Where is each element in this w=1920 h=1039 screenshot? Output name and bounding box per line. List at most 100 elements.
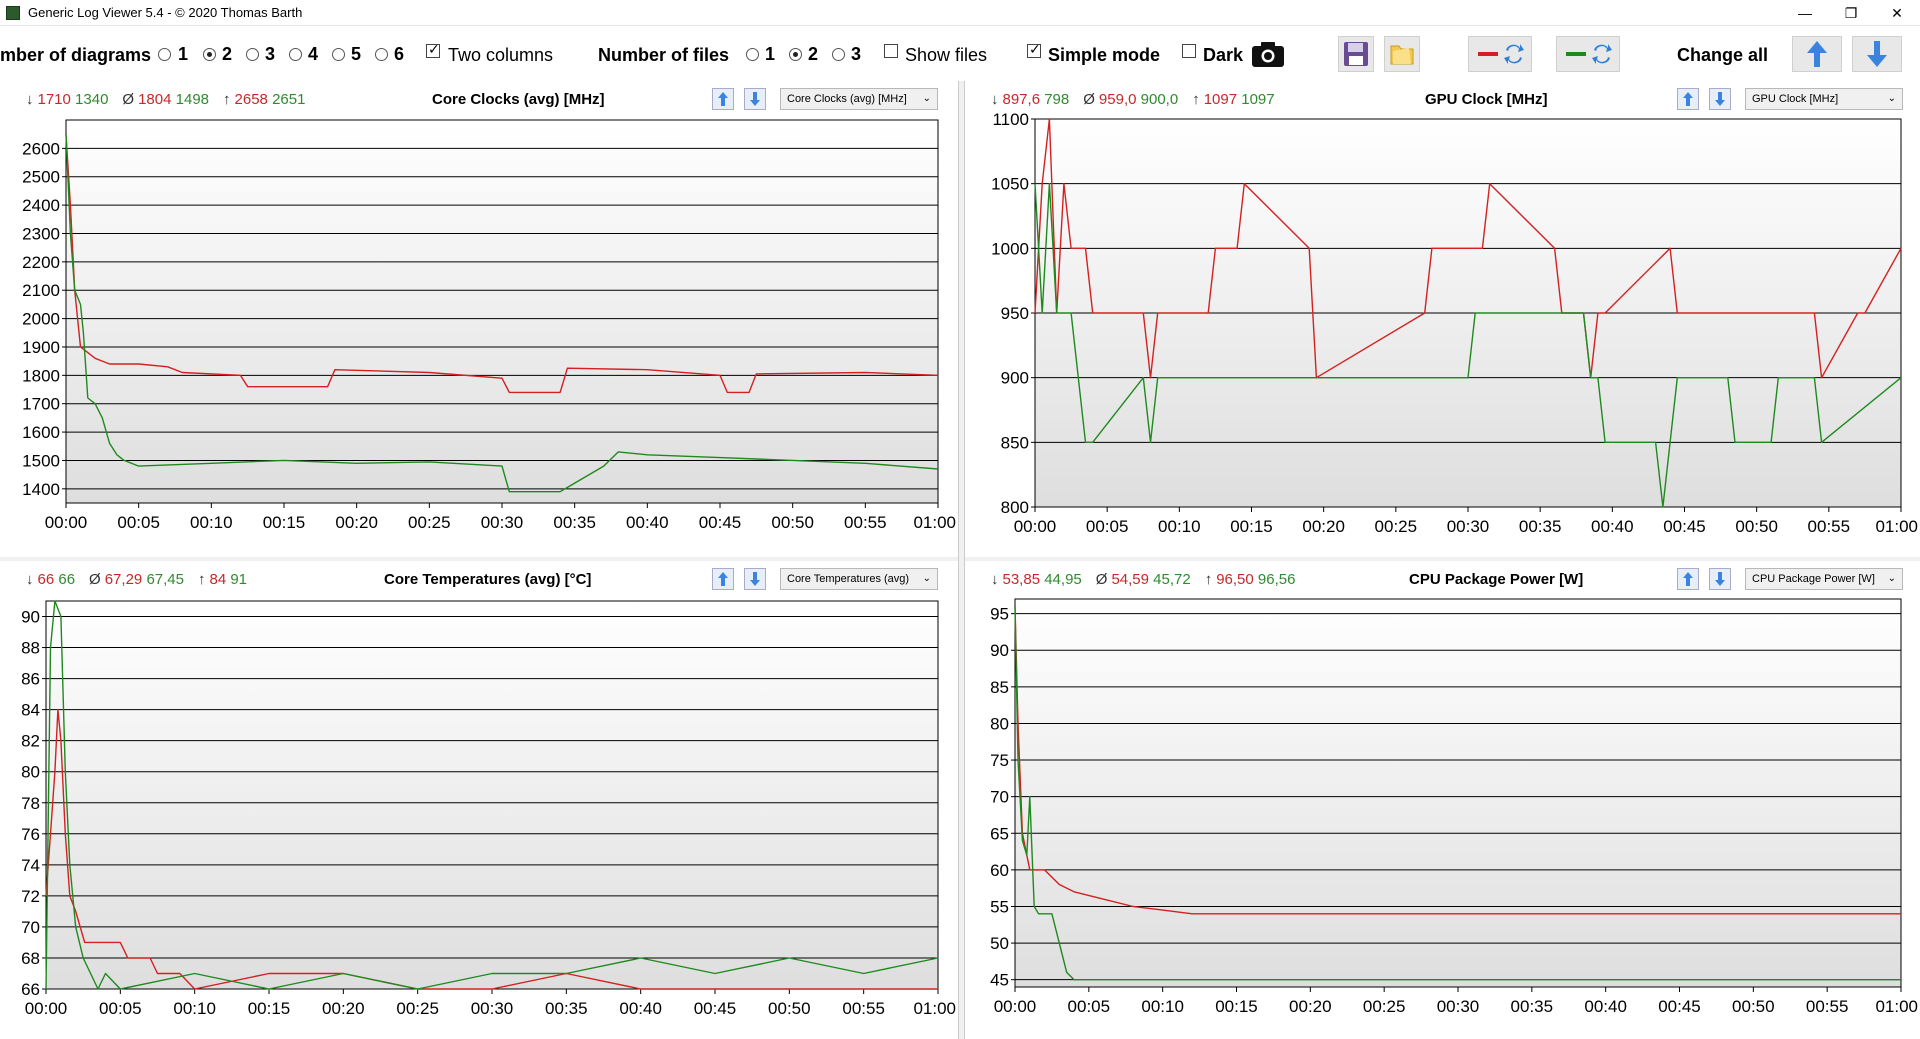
two-columns-label: Two columns xyxy=(448,45,554,65)
x-tick-label: 00:40 xyxy=(1584,997,1627,1016)
series-line-green xyxy=(1014,606,1901,981)
two-columns-checkbox[interactable] xyxy=(426,41,440,58)
y-tick-label: 1000 xyxy=(991,239,1029,258)
y-tick-label: 2000 xyxy=(22,310,60,329)
camera-icon xyxy=(1252,42,1284,67)
stat-avg-green: 900,0 xyxy=(1140,91,1179,108)
dark-checkbox[interactable] xyxy=(1182,44,1196,58)
files-radio-3[interactable] xyxy=(832,48,845,61)
previous-sensor-button[interactable] xyxy=(1677,88,1699,110)
next-sensor-button[interactable] xyxy=(1709,88,1731,110)
y-tick-label: 1100 xyxy=(992,110,1029,129)
arrow-down-icon xyxy=(750,92,760,106)
y-tick-label: 900 xyxy=(1001,369,1029,388)
previous-sensor-button[interactable] xyxy=(712,88,734,110)
close-button[interactable]: ✕ xyxy=(1891,4,1903,21)
series-line-green xyxy=(1034,182,1902,508)
show-files-label: Show files xyxy=(905,45,988,65)
dark-label: Dark xyxy=(1203,45,1244,65)
y-tick-label: 90 xyxy=(21,608,40,627)
x-tick-label: 00:35 xyxy=(553,513,596,532)
show-files-checkbox[interactable] xyxy=(884,44,898,58)
stat-max-green: 91 xyxy=(230,571,248,588)
save-button[interactable] xyxy=(1338,36,1374,72)
y-tick-label: 85 xyxy=(990,678,1009,697)
diagrams-radio-1[interactable] xyxy=(158,48,171,61)
average-icon: Ø xyxy=(89,571,101,588)
diagrams-radio-3[interactable] xyxy=(246,48,259,61)
files-radio-1-label: 1 xyxy=(765,44,776,64)
sensor-select[interactable]: Core Clocks (avg) [MHz] ⌄ xyxy=(780,88,938,110)
files-radio-3-label: 3 xyxy=(851,44,862,64)
y-tick-label: 55 xyxy=(990,897,1009,916)
x-tick-label: 00:10 xyxy=(173,999,216,1018)
arrow-down-icon xyxy=(1867,41,1887,67)
y-tick-label: 800 xyxy=(1001,498,1029,517)
next-sensor-button[interactable] xyxy=(1709,568,1731,590)
x-tick-label: 00:00 xyxy=(45,513,88,532)
arrow-up-icon xyxy=(718,572,728,586)
stat-min-green: 798 xyxy=(1044,91,1070,108)
panel-header: ↓ 897,6 798 Ø 959,0 900,0 ↑ 1097 1097 GPU Cloc… xyxy=(965,81,1920,119)
change-all-down-button[interactable] xyxy=(1852,36,1902,72)
stat-min-red: 897,6 xyxy=(1002,91,1041,108)
previous-sensor-button[interactable] xyxy=(712,568,734,590)
diagrams-radio-3-label: 3 xyxy=(265,44,276,64)
sensor-select[interactable]: Core Temperatures (avg) ⌄ xyxy=(780,568,938,590)
restore-button[interactable]: ❐ xyxy=(1844,4,1858,21)
screenshot-button[interactable] xyxy=(1246,36,1290,72)
column-divider xyxy=(958,81,965,1039)
x-tick-label: 01:00 xyxy=(913,999,956,1018)
y-tick-label: 82 xyxy=(21,732,40,751)
stats-readout: ↓ 66 66 Ø 67,29 67,45 ↑ 84 91 xyxy=(26,571,247,588)
files-radio-1[interactable] xyxy=(746,48,759,61)
swap-green-button[interactable] xyxy=(1556,36,1620,72)
x-tick-label: 00:40 xyxy=(626,513,669,532)
next-sensor-button[interactable] xyxy=(744,88,766,110)
y-tick-label: 1050 xyxy=(991,175,1029,194)
diagrams-radio-6[interactable] xyxy=(375,48,388,61)
x-tick-label: 00:45 xyxy=(699,513,742,532)
x-tick-label: 00:30 xyxy=(481,513,524,532)
y-tick-label: 68 xyxy=(21,949,40,968)
x-tick-label: 00:25 xyxy=(396,999,439,1018)
x-tick-label: 00:50 xyxy=(771,513,814,532)
simple-mode-checkbox[interactable] xyxy=(1027,41,1041,58)
average-icon: Ø xyxy=(122,91,135,108)
swap-red-button[interactable] xyxy=(1468,36,1532,72)
open-folder-button[interactable] xyxy=(1384,36,1420,72)
x-tick-label: 00:50 xyxy=(1732,997,1775,1016)
y-tick-label: 1900 xyxy=(22,338,60,357)
sensor-select[interactable]: CPU Package Power [W] ⌄ xyxy=(1745,568,1903,590)
minimize-button[interactable]: — xyxy=(1798,5,1812,21)
change-all-up-button[interactable] xyxy=(1792,36,1842,72)
diagrams-radio-2[interactable] xyxy=(203,48,216,61)
core-temps-panel: 66 68 70 72 74 76 78 80 82 84 86 88 90 00:00 00:05 00:1… xyxy=(0,561,958,1039)
y-tick-label: 1600 xyxy=(22,423,60,442)
x-tick-label: 00:00 xyxy=(1014,517,1057,536)
arrow-down-icon xyxy=(1715,92,1725,106)
arrow-up-icon xyxy=(1683,572,1693,586)
sensor-select-value: Core Clocks (avg) [MHz] xyxy=(787,93,907,105)
previous-sensor-button[interactable] xyxy=(1677,568,1699,590)
y-tick-label: 72 xyxy=(21,887,40,906)
y-tick-label: 1700 xyxy=(22,395,60,414)
diagrams-radio-4[interactable] xyxy=(289,48,302,61)
next-sensor-button[interactable] xyxy=(744,568,766,590)
x-tick-label: 00:40 xyxy=(1591,517,1634,536)
x-tick-label: 01:00 xyxy=(1875,997,1918,1016)
stat-max-green: 96,56 xyxy=(1257,571,1296,588)
sensor-select[interactable]: GPU Clock [MHz] ⌄ xyxy=(1745,88,1903,110)
max-arrow-icon: ↑ xyxy=(223,91,231,108)
x-tick-label: 00:00 xyxy=(25,999,68,1018)
panel-header: ↓ 66 66 Ø 67,29 67,45 ↑ 84 91 Core Temperature… xyxy=(0,561,958,599)
files-radio-2[interactable] xyxy=(789,48,802,61)
stat-avg-red: 1804 xyxy=(138,91,172,108)
x-tick-label: 00:45 xyxy=(1663,517,1706,536)
diagrams-radio-4-label: 4 xyxy=(308,44,319,64)
chevron-down-icon: ⌄ xyxy=(1887,93,1896,104)
x-tick-label: 00:55 xyxy=(842,999,885,1018)
x-tick-label: 00:55 xyxy=(1806,997,1849,1016)
diagrams-radio-5[interactable] xyxy=(332,48,345,61)
series-line-red xyxy=(65,134,939,394)
